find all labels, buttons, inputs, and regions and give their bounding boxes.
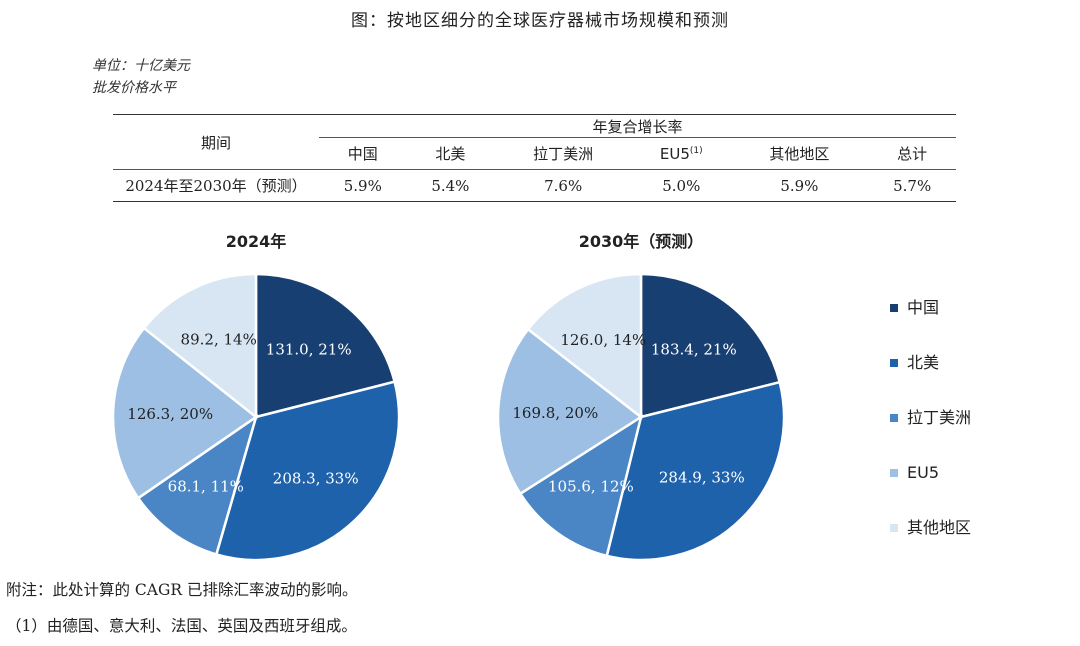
legend-swatch-2 <box>890 414 898 422</box>
pie-slice-2024-0 <box>254 272 397 419</box>
legend-label-3: EU5 <box>907 463 939 482</box>
legend-swatch-1 <box>890 359 898 367</box>
col-header-eu5: EU5(1) <box>632 138 730 170</box>
pie-title-2030: 2030年（预测） <box>579 232 704 251</box>
pie-slice-2030-2 <box>518 414 643 558</box>
cagr-value-latin-america: 7.6% <box>544 176 583 195</box>
price-level-line: 批发价格水平 <box>92 80 176 96</box>
legend-swatch-4 <box>890 524 898 532</box>
slice-label-2024-1: 208.3, 33% <box>273 470 359 488</box>
pie-slice-2024-4 <box>142 272 258 420</box>
note-eu5: （1）由德国、意大利、法国、英国及西班牙组成。 <box>6 617 357 635</box>
cagr-value-china: 5.9% <box>343 176 382 195</box>
col-header-total: 总计 <box>897 145 928 163</box>
unit-note: 单位：十亿美元 批发价格水平 <box>92 55 190 99</box>
slice-label-2024-3: 126.3, 20% <box>127 405 213 423</box>
legend-label-4: 其他地区 <box>907 518 971 537</box>
slice-label-2030-1: 284.9, 33% <box>659 469 745 487</box>
col-header-china: 中国 <box>347 145 378 163</box>
pie-slice-2030-4 <box>526 272 643 420</box>
eu5-footnote-mark: (1) <box>689 145 703 156</box>
legend-label-1: 北美 <box>907 353 939 372</box>
cagr-value-north-america: 5.4% <box>431 176 470 195</box>
note-cagr: 附注：此处计算的 CAGR 已排除汇率波动的影响。 <box>6 581 358 599</box>
pie-slice-2030-1 <box>605 380 786 562</box>
pie-slice-2024-1 <box>214 380 401 562</box>
pie-slice-2030-0 <box>639 272 782 419</box>
slice-label-2024-4: 89.2, 14% <box>181 331 257 349</box>
pie-chart-2024: 2024年 131.0, 21% 208.3, 33% 68.1, 11% 126.3,… <box>111 232 401 562</box>
unit-line: 单位：十亿美元 <box>92 58 190 74</box>
cagr-group-header: 年复合增长率 <box>319 114 956 138</box>
col-header-other: 其他地区 <box>769 145 830 163</box>
slice-label-2030-4: 126.0, 14% <box>560 331 646 349</box>
col-header-north-america: 北美 <box>435 145 466 163</box>
legend-label-0: 中国 <box>907 298 939 317</box>
slice-label-2024-0: 131.0, 21% <box>266 340 352 358</box>
cagr-value-other: 5.9% <box>780 176 819 195</box>
cagr-value-eu5: 5.0% <box>662 176 701 195</box>
legend-label-2: 拉丁美洲 <box>907 408 971 427</box>
period-header: 期间 <box>113 114 319 170</box>
col-header-eu5-text: EU5 <box>659 144 690 163</box>
slice-label-2024-2: 68.1, 11% <box>168 478 244 496</box>
row-label: 2024年至2030年（预测） <box>125 177 307 195</box>
slice-label-2030-0: 183.4, 21% <box>651 340 737 358</box>
legend-swatch-0 <box>890 304 898 312</box>
cagr-value-total: 5.7% <box>893 176 932 195</box>
col-header-latin-america: 拉丁美洲 <box>533 145 594 163</box>
cagr-table: 期间 年复合增长率 中国 北美 拉丁美洲 EU5(1) 其他地区 总计 2024… <box>113 114 956 202</box>
figure-title: 图：按地区细分的全球医疗器械市场规模和预测 <box>351 11 729 31</box>
pie-slice-2024-3 <box>111 326 259 500</box>
pie-slice-2024-2 <box>136 413 259 556</box>
pie-slice-2030-3 <box>496 327 644 496</box>
pie-chart-2030: 2030年（预测） 183.4, 21% 284.9, 33% 105.6, 12% 1… <box>496 232 786 562</box>
pie-title-2024: 2024年 <box>226 232 287 251</box>
slice-label-2030-3: 169.8, 20% <box>512 404 598 422</box>
legend-swatch-3 <box>890 469 898 477</box>
slice-label-2030-2: 105.6, 12% <box>548 478 634 496</box>
